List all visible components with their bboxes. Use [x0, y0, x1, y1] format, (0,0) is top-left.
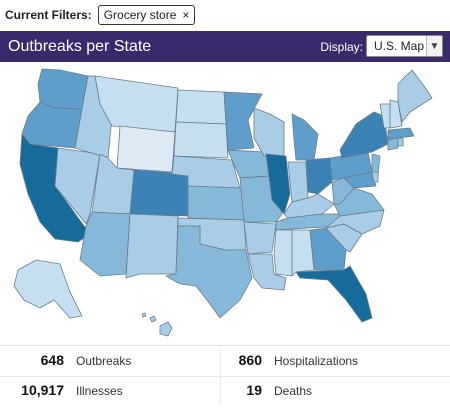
display-select[interactable]: U.S. Map ▼ [366, 35, 443, 57]
chevron-down-icon[interactable]: ▼ [426, 36, 442, 56]
panel-title: Outbreaks per State [8, 37, 152, 55]
state-new-hampshire[interactable] [389, 99, 403, 129]
stats-divider-horizontal [0, 376, 450, 377]
state-louisiana[interactable] [247, 253, 287, 291]
state-indiana[interactable] [287, 161, 309, 203]
stat-illnesses-value: 10,917 [21, 382, 64, 398]
state-new-jersey[interactable] [371, 153, 381, 175]
current-filters-bar: Current Filters: Grocery store × [0, 0, 450, 30]
state-new-york[interactable] [339, 111, 389, 159]
state-michigan[interactable] [291, 113, 319, 161]
state-hawaii-small-island[interactable] [149, 315, 157, 323]
state-maryland[interactable] [343, 171, 377, 189]
filter-chip-grocery-store[interactable]: Grocery store × [97, 5, 196, 25]
state-illinois[interactable] [265, 153, 291, 215]
stat-hospitalizations-value: 860 [238, 352, 262, 368]
stat-illnesses-label: Illnesses [76, 384, 123, 398]
state-alabama[interactable] [291, 229, 315, 277]
state-delaware[interactable] [371, 171, 379, 183]
summary-stats: 648 Outbreaks 860 Hospitalizations 10,91… [0, 345, 450, 409]
stat-outbreaks: 648 Outbreaks [10, 352, 132, 372]
state-south-dakota[interactable] [173, 121, 229, 159]
display-label: Display: [320, 39, 363, 54]
state-washington[interactable] [37, 68, 89, 110]
stat-deaths: 19 Deaths [228, 382, 312, 402]
stat-deaths-label: Deaths [274, 384, 313, 398]
state-colorado[interactable] [129, 169, 191, 217]
state-hawaii[interactable] [159, 321, 173, 337]
state-alaska[interactable] [13, 259, 83, 319]
state-wyoming[interactable] [116, 125, 176, 173]
stat-hospitalizations-label: Hospitalizations [274, 354, 359, 368]
us-map [13, 68, 433, 337]
filter-chip-label: Grocery store [103, 8, 177, 22]
state-massachusetts[interactable] [387, 127, 415, 141]
state-ohio[interactable] [305, 157, 333, 195]
state-oregon[interactable] [21, 101, 83, 149]
state-florida[interactable] [295, 265, 373, 323]
state-california[interactable] [19, 133, 91, 243]
state-mississippi[interactable] [273, 229, 293, 277]
close-icon[interactable]: × [182, 8, 190, 22]
state-texas[interactable] [165, 225, 253, 319]
state-new-mexico[interactable] [125, 213, 179, 279]
stat-outbreaks-value: 648 [40, 352, 64, 368]
state-wisconsin[interactable] [253, 107, 285, 159]
state-arkansas[interactable] [243, 221, 277, 255]
stat-outbreaks-label: Outbreaks [76, 354, 132, 368]
state-arizona[interactable] [79, 211, 131, 277]
state-north-dakota[interactable] [175, 89, 227, 125]
state-rhode-island[interactable] [397, 137, 404, 147]
stats-divider-vertical [220, 350, 221, 405]
stat-deaths-value: 19 [246, 382, 262, 398]
state-kansas[interactable] [187, 185, 245, 221]
state-hawaii-islet[interactable] [141, 312, 147, 318]
stat-hospitalizations: 860 Hospitalizations [228, 352, 358, 372]
display-select-value: U.S. Map [374, 39, 425, 53]
state-georgia[interactable] [309, 227, 347, 271]
stat-illnesses: 10,917 Illnesses [10, 382, 123, 402]
current-filters-label: Current Filters: [5, 8, 92, 22]
state-maine[interactable] [397, 69, 433, 123]
map-header: Outbreaks per State Display: U.S. Map ▼ [0, 31, 450, 62]
state-minnesota[interactable] [223, 91, 263, 151]
